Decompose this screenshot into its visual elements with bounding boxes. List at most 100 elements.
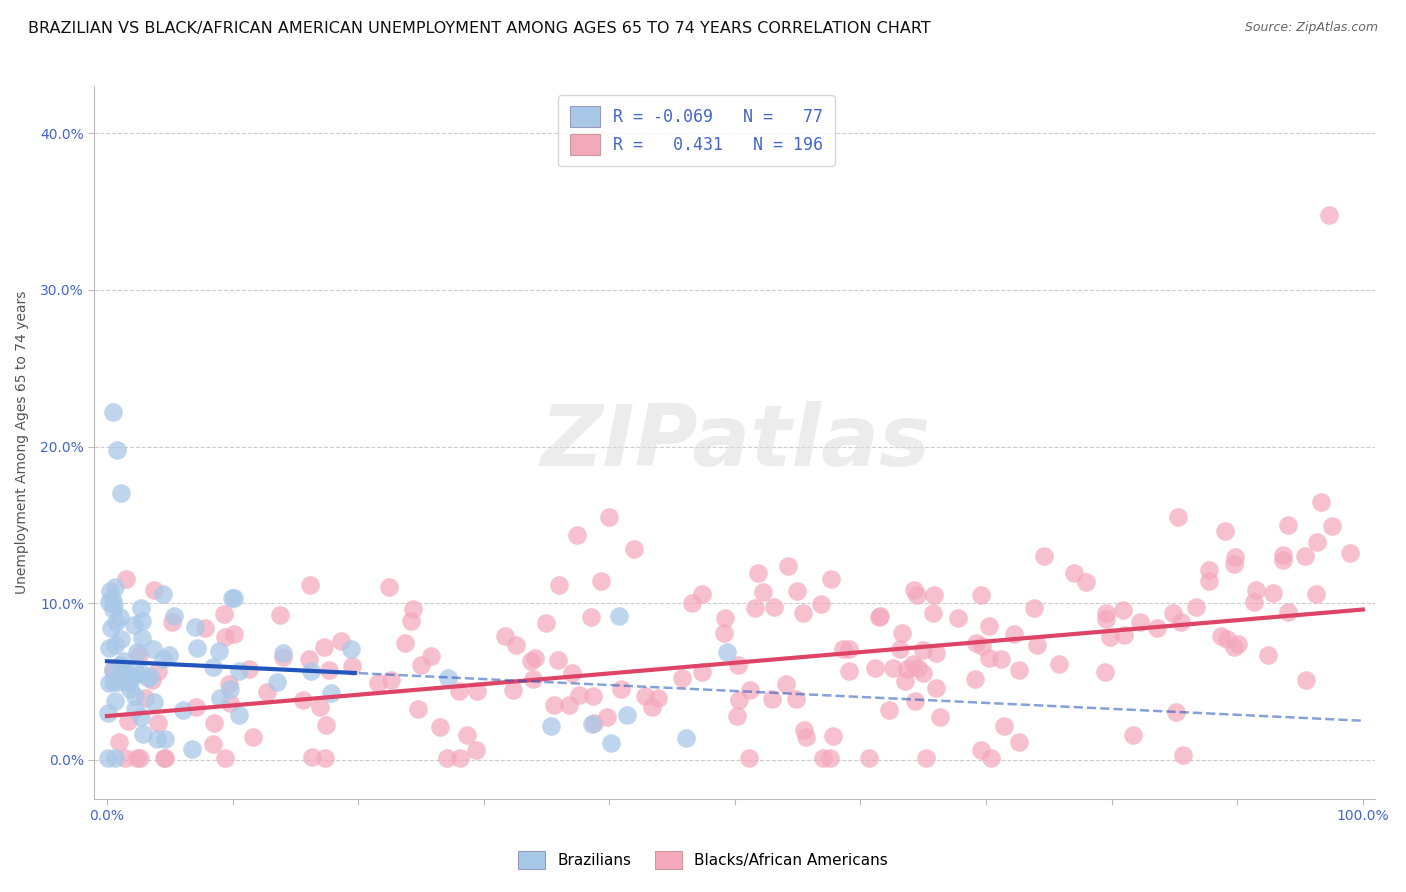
Point <box>690 587 713 601</box>
Point <box>464 743 486 757</box>
Point <box>142 641 165 656</box>
Point <box>1063 566 1085 580</box>
Point <box>979 651 1001 665</box>
Point <box>456 728 478 742</box>
Point <box>1163 607 1185 621</box>
Point <box>993 719 1015 733</box>
Legend: Brazilians, Blacks/African Americans: Brazilians, Blacks/African Americans <box>512 845 894 875</box>
Point <box>616 707 638 722</box>
Point <box>1261 586 1284 600</box>
Point <box>1022 601 1045 615</box>
Point <box>831 641 853 656</box>
Point <box>1114 628 1136 642</box>
Point <box>524 651 547 665</box>
Point <box>598 510 620 524</box>
Point <box>134 691 156 706</box>
Point <box>97 751 120 765</box>
Point <box>228 707 250 722</box>
Point <box>582 689 605 703</box>
Point <box>256 685 278 699</box>
Point <box>1277 605 1299 619</box>
Point <box>775 677 797 691</box>
Point <box>139 669 162 683</box>
Point <box>153 751 176 765</box>
Point <box>820 572 842 586</box>
Point <box>380 673 402 687</box>
Point <box>402 602 425 616</box>
Point <box>1226 637 1249 651</box>
Point <box>911 665 934 680</box>
Point <box>752 584 775 599</box>
Point <box>125 645 148 659</box>
Point <box>314 751 336 765</box>
Point <box>318 663 340 677</box>
Point <box>863 661 886 675</box>
Point <box>891 626 914 640</box>
Point <box>589 574 612 588</box>
Point <box>1094 665 1116 679</box>
Point <box>838 664 860 678</box>
Point <box>131 600 153 615</box>
Point <box>152 586 174 600</box>
Text: BRAZILIAN VS BLACK/AFRICAN AMERICAN UNEMPLOYMENT AMONG AGES 65 TO 74 YEARS CORRE: BRAZILIAN VS BLACK/AFRICAN AMERICAN UNEM… <box>28 21 931 36</box>
Point <box>315 718 337 732</box>
Point <box>1209 629 1232 643</box>
Point <box>129 666 152 681</box>
Point <box>868 609 890 624</box>
Point <box>877 703 900 717</box>
Point <box>1167 510 1189 524</box>
Point <box>218 696 240 710</box>
Point <box>330 634 353 648</box>
Point <box>110 486 132 500</box>
Point <box>502 682 524 697</box>
Point <box>889 642 911 657</box>
Point <box>1185 600 1208 615</box>
Point <box>1243 595 1265 609</box>
Point <box>1171 748 1194 763</box>
Point <box>108 657 131 672</box>
Point <box>1222 557 1244 571</box>
Point <box>160 615 183 629</box>
Point <box>124 689 146 703</box>
Point <box>946 611 969 625</box>
Point <box>436 671 458 685</box>
Point <box>104 694 127 708</box>
Point <box>838 641 860 656</box>
Point <box>905 588 928 602</box>
Point <box>447 683 470 698</box>
Point <box>1122 728 1144 742</box>
Point <box>101 602 124 616</box>
Point <box>124 701 146 715</box>
Point <box>114 665 136 680</box>
Point <box>1170 615 1192 629</box>
Point <box>153 731 176 746</box>
Point <box>1322 519 1344 533</box>
Point <box>744 601 766 615</box>
Legend: R = -0.069   N =   77, R =   0.431   N = 196: R = -0.069 N = 77, R = 0.431 N = 196 <box>558 95 835 166</box>
Point <box>107 734 129 748</box>
Point <box>1076 575 1098 590</box>
Point <box>117 675 139 690</box>
Point <box>547 653 569 667</box>
Point <box>568 688 591 702</box>
Point <box>1244 583 1267 598</box>
Point <box>202 716 225 731</box>
Point <box>184 620 207 634</box>
Point <box>579 610 602 624</box>
Point <box>110 670 132 684</box>
Point <box>763 600 786 615</box>
Point <box>419 648 441 663</box>
Point <box>107 674 129 689</box>
Point <box>104 751 127 765</box>
Point <box>108 609 131 624</box>
Point <box>367 676 389 690</box>
Point <box>543 698 565 712</box>
Point <box>242 730 264 744</box>
Point <box>903 657 925 671</box>
Point <box>340 641 363 656</box>
Point <box>534 616 557 631</box>
Point <box>449 751 471 765</box>
Point <box>163 608 186 623</box>
Point <box>727 658 749 673</box>
Point <box>429 720 451 734</box>
